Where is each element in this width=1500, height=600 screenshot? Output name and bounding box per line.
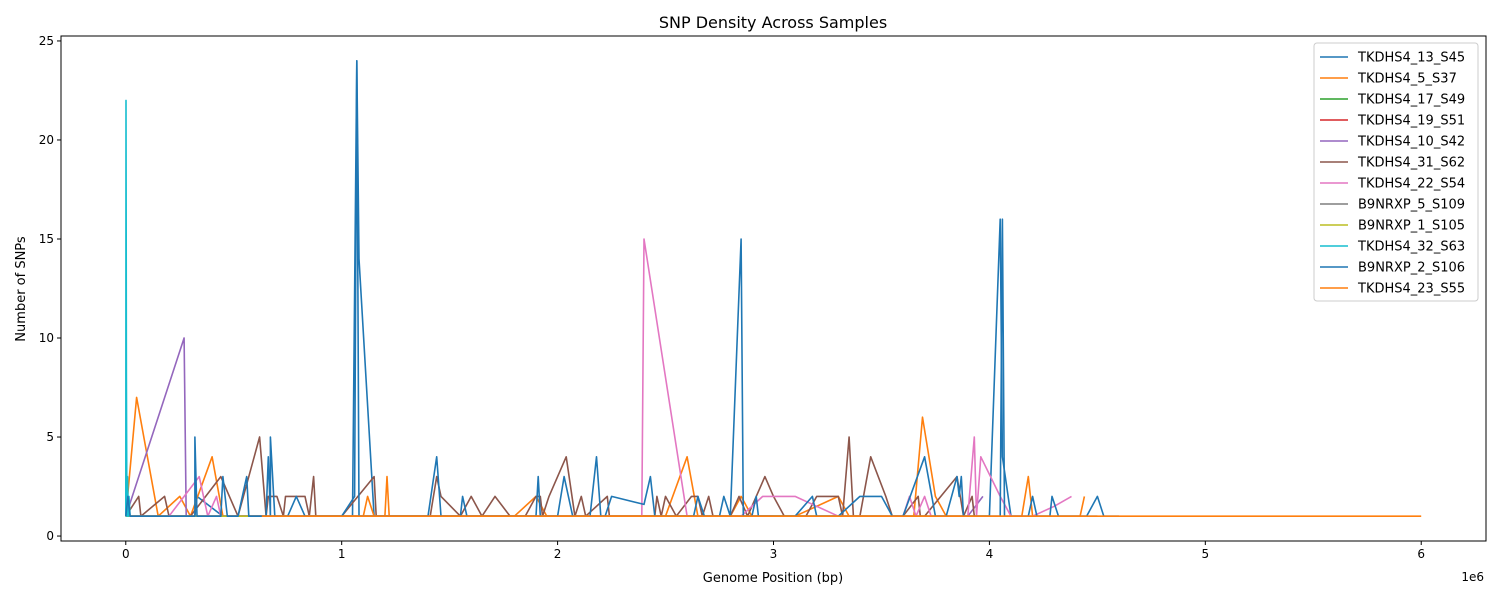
- legend-entry-label: B9NRXP_2_S106: [1358, 261, 1465, 276]
- legend-entry-label: TKDHS4_32_S63: [1357, 240, 1465, 255]
- y-tick-label: 20: [39, 133, 54, 147]
- legend-frame: [1313, 42, 1479, 302]
- legend-entry-label: TKDHS4_13_S45: [1357, 51, 1465, 66]
- x-axis-label: Genome Position (bp): [703, 571, 843, 586]
- legend-entry-label: TKDHS4_5_S37: [1357, 72, 1457, 87]
- legend-entry-label: TKDHS4_22_S54: [1357, 177, 1465, 192]
- x-tick-label: 3: [770, 547, 778, 561]
- x-tick-label: 0: [122, 547, 130, 561]
- chart-title: SNP Density Across Samples: [659, 13, 887, 32]
- series-line-B9NRXP_2_S106: [125, 59, 1119, 518]
- legend-entry-label: TKDHS4_19_S51: [1357, 114, 1465, 129]
- legend-entry-label: TKDHS4_23_S55: [1357, 282, 1465, 297]
- plot-area-frame: [60, 35, 1487, 542]
- x-axis-scale-label: 1e6: [1461, 570, 1484, 584]
- legend-entry-label: B9NRXP_5_S109: [1358, 198, 1465, 213]
- y-tick-label: 25: [39, 34, 54, 48]
- x-tick-label: 4: [986, 547, 994, 561]
- y-tick-label: 10: [39, 331, 54, 345]
- x-tick-label: 1: [338, 547, 346, 561]
- y-tick-label: 0: [46, 529, 54, 543]
- legend-entry-label: B9NRXP_1_S105: [1358, 219, 1465, 234]
- series-line-TKDHS4_32_S63: [125, 99, 131, 518]
- x-tick-label: 2: [554, 547, 562, 561]
- y-axis-ticks: 0 5 10 15 20 25: [39, 34, 61, 543]
- x-tick-label: 5: [1201, 547, 1209, 561]
- y-axis-label: Number of SNPs: [14, 236, 29, 342]
- x-tick-label: 6: [1417, 547, 1425, 561]
- legend-entry-label: TKDHS4_17_S49: [1357, 93, 1465, 108]
- legend-entry-label: TKDHS4_31_S62: [1357, 156, 1465, 171]
- legend-entry-label: TKDHS4_10_S42: [1357, 135, 1465, 150]
- legend: TKDHS4_13_S45 TKDHS4_5_S37 TKDHS4_17_S49 TK…: [1313, 42, 1479, 302]
- series-line-TKDHS4_31_S62: [125, 436, 976, 518]
- y-tick-label: 15: [39, 232, 54, 246]
- series-line-TKDHS4_10_S42: [125, 337, 984, 518]
- plot-lines: [125, 59, 1422, 518]
- x-axis-ticks: 0 1 2 3 4 5 6: [122, 541, 1425, 561]
- y-tick-label: 5: [46, 430, 54, 444]
